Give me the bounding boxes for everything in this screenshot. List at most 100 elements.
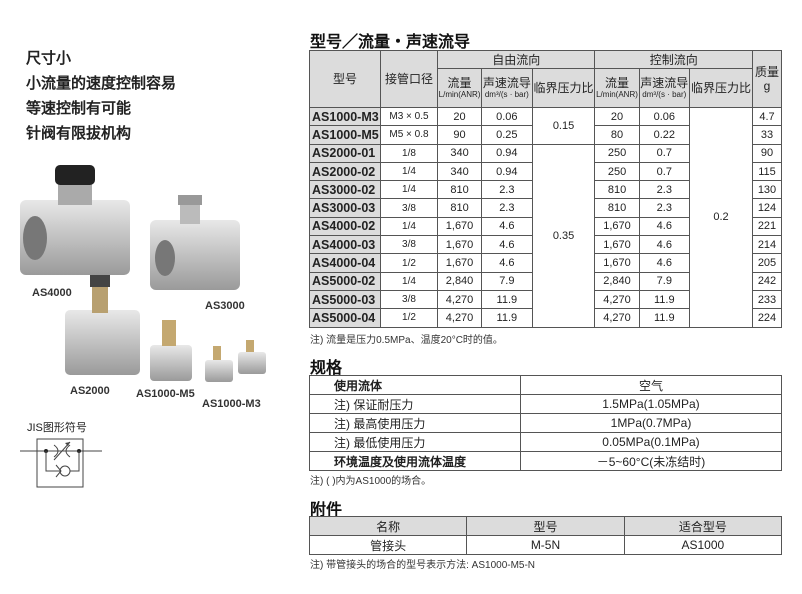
ctrl-flow-cell: 2,840: [594, 271, 640, 291]
ctrl-flow-cell: 80: [594, 125, 640, 145]
table-row: AS5000-02 1/4 2,840 7.9 2,840 7.9 242: [309, 271, 782, 291]
model-cell: AS5000-03: [309, 289, 381, 310]
ctrl-flow-cell: 4,270: [594, 289, 640, 310]
model-cell: AS4000-02: [309, 216, 381, 237]
table-row: AS3000-03 3/8 810 2.3 810 2.3 124: [309, 198, 782, 218]
spec-row: 注) 最高使用压力 1MPa(0.7MPa): [309, 413, 782, 433]
mass-cell: 242: [752, 271, 782, 291]
mass-cell: 124: [752, 198, 782, 218]
mass-cell: 233: [752, 289, 782, 310]
free-flow-cell: 340: [436, 143, 483, 163]
free-flow-cell: 1,670: [436, 216, 483, 237]
jis-label: JIS图形符号: [27, 422, 87, 434]
header-port: 接管口径: [380, 50, 438, 108]
as2000-image: [65, 275, 140, 375]
product-label: AS2000: [70, 385, 110, 397]
free-sonic-cell: 2.3: [481, 180, 533, 200]
table-row: AS5000-03 3/8 4,270 11.9 4,270 11.9 233: [309, 289, 782, 310]
spec-key: 环境温度及使用流体温度: [309, 451, 521, 471]
free-sonic-cell: 4.6: [481, 253, 533, 273]
header-free-flow: 自由流向: [436, 50, 596, 69]
model-cell: AS3000-03: [309, 198, 381, 218]
free-sonic-cell: 7.9: [481, 271, 533, 291]
product-label: AS3000: [205, 300, 245, 312]
table-row: AS1000-M3 M3 × 0.5 20 0.06 0.15 20 0.06 0.2 4.7: [309, 106, 782, 328]
free-flow-cell: 2,840: [436, 271, 483, 291]
mass-cell: 130: [752, 180, 782, 200]
acc-cell: M-5N: [466, 535, 625, 555]
spec-value: 1MPa(0.7MPa): [520, 413, 782, 433]
free-flow-cell: 20: [436, 106, 483, 127]
ctrl-flow-cell: 1,670: [594, 235, 640, 255]
mass-label: 质量: [754, 65, 779, 79]
as4000-image: [20, 165, 130, 275]
port-cell: 1/4: [380, 271, 438, 291]
as1000-m5-image: [150, 320, 192, 381]
header-flow: 流量 L/min(ANR): [436, 68, 483, 108]
product-photos: [20, 165, 266, 382]
ctrl-sonic-cell: 2.3: [638, 180, 691, 200]
ctrl-flow-cell: 250: [594, 143, 640, 163]
spec-note: 注) ( )内为AS1000的场合。: [310, 476, 432, 487]
mass-cell: 90: [752, 143, 782, 163]
ctrl-flow-cell: 20: [594, 106, 640, 127]
header-sonic: 声速流导 dm³/(s · bar): [638, 68, 691, 108]
table-row: AS2000-02 1/4 340 0.94 250 0.7 115: [309, 161, 782, 182]
port-cell: 1/2: [380, 308, 438, 328]
spec-row: 注) 最低使用压力 0.05MPa(0.1MPa): [309, 432, 782, 452]
jis-symbol-icon: [20, 438, 102, 488]
header-sonic: 声速流导 dm³/(s · bar): [481, 68, 533, 108]
spec-row: 注) 保证耐压力 1.5MPa(1.05MPa): [309, 394, 782, 414]
mass-cell: 115: [752, 161, 782, 182]
free-sonic-cell: 11.9: [481, 308, 533, 328]
port-cell: 3/8: [380, 198, 438, 218]
ctrl-flow-cell: 810: [594, 180, 640, 200]
table-row: AS5000-04 1/2 4,270 11.9 4,270 11.9 224: [309, 308, 782, 328]
spec-key: 注) 最低使用压力: [309, 432, 521, 452]
port-cell: M3 × 0.5: [380, 106, 438, 127]
ctrl-sonic-cell: 0.7: [638, 143, 691, 163]
model-cell: AS5000-02: [309, 271, 381, 291]
accessories-note: 注) 带管接头的场合的型号表示方法: AS1000-M5-N: [310, 560, 536, 571]
flow-unit: L/min(ANR): [438, 90, 481, 99]
accessories-title: 附件: [310, 502, 343, 519]
spec-value: 空气: [520, 375, 782, 395]
ctrl-sonic-cell: 0.22: [638, 125, 691, 145]
ctrl-flow-cell: 250: [594, 161, 640, 182]
free-critical-cell: 0.35: [531, 143, 596, 328]
acc-cell: 管接头: [308, 535, 468, 555]
spec-value: 0.05MPa(0.1MPa): [520, 432, 782, 452]
as1000-m3-image: [205, 340, 266, 382]
model-cell: AS4000-03: [309, 235, 381, 255]
free-flow-cell: 1,670: [436, 253, 483, 273]
ctrl-sonic-cell: 11.9: [638, 308, 691, 328]
ctrl-sonic-cell: 0.7: [638, 161, 691, 182]
spec-value: －5~60°C(未冻结时): [520, 451, 782, 471]
model-cell: AS3000-02: [309, 180, 381, 200]
model-cell: AS1000-M5: [309, 125, 381, 145]
spec-row: 使用流体 空气: [309, 375, 782, 395]
ctrl-critical-cell: 0.2: [689, 107, 753, 328]
feature: 尺寸小: [26, 50, 72, 67]
free-sonic-cell: 0.94: [481, 161, 533, 182]
port-cell: 3/8: [380, 289, 438, 310]
ctrl-sonic-cell: 4.6: [638, 216, 691, 237]
port-cell: 1/4: [380, 216, 438, 237]
free-flow-cell: 810: [436, 198, 483, 218]
free-flow-cell: 810: [436, 180, 483, 200]
port-cell: 1/4: [380, 161, 438, 182]
port-cell: 1/4: [380, 180, 438, 200]
feature: 等速控制有可能: [26, 100, 132, 117]
spec-title: 规格: [310, 360, 343, 377]
mass-cell: 214: [752, 235, 782, 255]
free-sonic-cell: 4.6: [481, 235, 533, 255]
ctrl-sonic-cell: 11.9: [638, 289, 691, 310]
free-sonic-cell: 0.06: [481, 106, 533, 127]
header-critical: 临界压力比: [689, 68, 753, 108]
model-cell: AS5000-04: [309, 308, 381, 328]
acc-header: 名称: [308, 516, 468, 536]
spec-key: 注) 保证耐压力: [309, 394, 521, 414]
model-cell: AS2000-01: [309, 143, 381, 163]
spec-key: 使用流体: [309, 375, 521, 395]
free-sonic-cell: 0.25: [481, 125, 533, 145]
